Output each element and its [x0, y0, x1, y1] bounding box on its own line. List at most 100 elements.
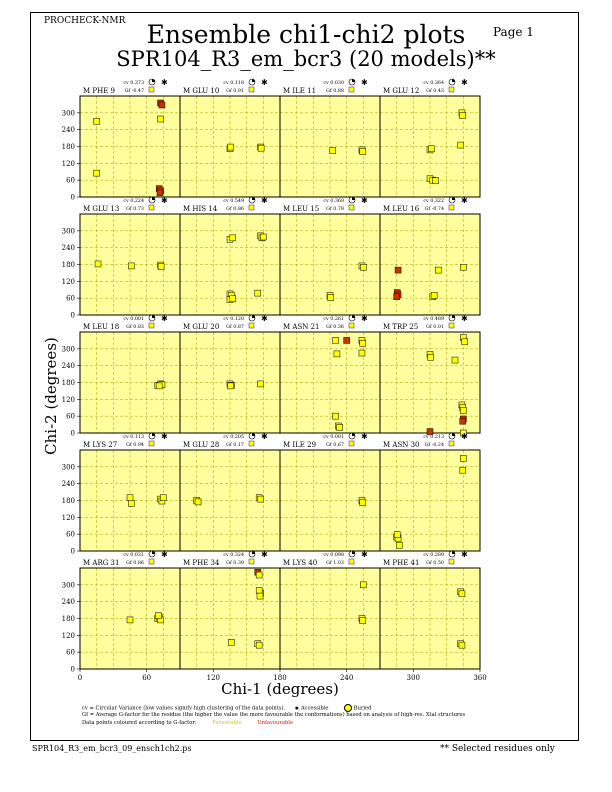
gf-colour-box [348, 204, 355, 211]
panel-cv-value: cv 0.373 [123, 80, 144, 86]
gf-colour-box [448, 558, 455, 565]
data-point [93, 118, 100, 125]
panel-gf-value: Gf -0.47 [125, 88, 144, 94]
accessible-icon: ✱ [161, 432, 168, 441]
accessible-icon: ✱ [261, 196, 268, 205]
gf-colour-box [348, 322, 355, 329]
data-point [160, 494, 167, 501]
cv-pie-slice [352, 79, 355, 82]
panel-cv-value: cv 0.113 [123, 434, 144, 440]
panel-cv-value: cv 0.001 [123, 316, 144, 322]
y-tick-label: 240 [62, 598, 75, 606]
cv-pie-slice [352, 197, 355, 200]
x-tick-label: 120 [207, 674, 220, 682]
accessible-icon: ✱ [294, 705, 300, 712]
data-point-unfavourable [158, 101, 166, 109]
panel-gf-value: Gf 0.87 [226, 324, 244, 330]
panel-cv-value: cv 0.261 [323, 316, 344, 322]
y-tick-label: 0 [71, 548, 75, 556]
cv-pie-slice [452, 433, 455, 436]
panel-gf-value: Gf 0.67 [326, 442, 344, 448]
panel-cv-value: cv 0.289 [423, 552, 444, 558]
accessible-icon: ✱ [361, 550, 368, 559]
panel-gf-value: Gf 0.86 [126, 560, 144, 566]
gf-colour-box [148, 558, 155, 565]
data-point [128, 262, 135, 270]
y-tick-label: 120 [62, 278, 75, 286]
data-point [432, 177, 439, 184]
data-point [329, 147, 337, 154]
panel-gf-value: Gf -0.24 [425, 442, 444, 448]
panel-residue-label: M ILE 29 [283, 441, 316, 449]
panel-residue-label: M ARG 31 [83, 559, 119, 567]
panel-cv-value: cv 0.118 [223, 80, 244, 86]
cv-pie-slice [152, 551, 155, 554]
panel-cv-value: cv 0.368 [323, 198, 344, 204]
accessible-icon: ✱ [161, 196, 168, 205]
y-tick-label: 300 [62, 581, 75, 589]
panel-gf-value: Gf -0.74 [425, 206, 444, 212]
data-point [332, 412, 339, 420]
y-axis-label: Chi-2 (degrees) [42, 337, 60, 455]
data-point-unfavourable [156, 189, 164, 197]
panel-border [379, 449, 481, 552]
panel-residue-label: M GLU 28 [183, 441, 219, 449]
data-point [451, 356, 459, 364]
accessible-icon: ✱ [161, 550, 168, 559]
y-tick-label: 180 [62, 497, 75, 505]
cv-pie-slice [252, 433, 255, 436]
y-tick-label: 300 [62, 345, 75, 353]
data-point [93, 169, 100, 177]
y-tick-label: 300 [62, 463, 75, 471]
data-point [94, 260, 102, 268]
accessible-icon: ✱ [361, 78, 368, 87]
data-point [460, 429, 467, 437]
y-tick-label: 120 [62, 514, 75, 522]
panel-gf-value: Gf 0.43 [426, 88, 444, 94]
x-tick-label: 300 [407, 674, 420, 682]
data-point [255, 641, 263, 649]
panel-residue-label: M PHE 41 [383, 559, 419, 567]
data-point-unfavourable [426, 428, 434, 435]
y-tick-label: 120 [62, 632, 75, 640]
data-point [157, 115, 164, 123]
panel-residue-label: M GLU 13 [83, 205, 119, 213]
y-tick-label: 60 [66, 531, 75, 539]
cv-pie-slice [152, 433, 155, 436]
data-point-unfavourable [394, 266, 402, 274]
panel-cv-value: cv 0.213 [423, 434, 444, 440]
y-tick-label: 0 [71, 666, 75, 674]
gf-colour-box [148, 86, 155, 93]
panel-cv-value: cv 0.489 [423, 316, 444, 322]
panel-border [379, 95, 481, 198]
panel-cv-value: cv 0.364 [423, 80, 444, 86]
accessible-icon: ✱ [461, 314, 468, 323]
cv-pie-slice [452, 197, 455, 200]
legend-cv-text: cv = Circular Variance (low values signi… [82, 705, 286, 712]
data-point [255, 571, 263, 579]
data-point [256, 592, 264, 600]
y-tick-label: 180 [62, 615, 75, 623]
accessible-icon: ✱ [461, 196, 468, 205]
data-point [359, 148, 367, 155]
data-point [327, 294, 334, 301]
panel-residue-label: M TRP 25 [383, 323, 418, 331]
cv-pie-slice [252, 79, 255, 82]
panel-residue-label: M GLU 20 [183, 323, 219, 331]
data-point [227, 143, 234, 151]
data-point-unfavourable [459, 417, 467, 425]
page-frame [30, 12, 579, 741]
x-tick-label: 60 [142, 674, 151, 682]
data-point [435, 266, 442, 274]
panel-residue-label: M PHE 34 [183, 559, 220, 567]
legend-accessible-label: Accessible [300, 705, 329, 712]
data-point [460, 407, 467, 414]
panel-gf-value: Gf 0.83 [126, 324, 144, 330]
y-tick-label: 60 [66, 413, 75, 421]
legend-colour-text: Data points coloured according to G-fact… [82, 720, 197, 726]
data-point [459, 112, 466, 119]
cv-pie-slice [252, 551, 255, 554]
y-tick-label: 300 [62, 227, 75, 235]
cv-pie-slice [452, 551, 455, 554]
accessible-icon: ✱ [361, 196, 368, 205]
